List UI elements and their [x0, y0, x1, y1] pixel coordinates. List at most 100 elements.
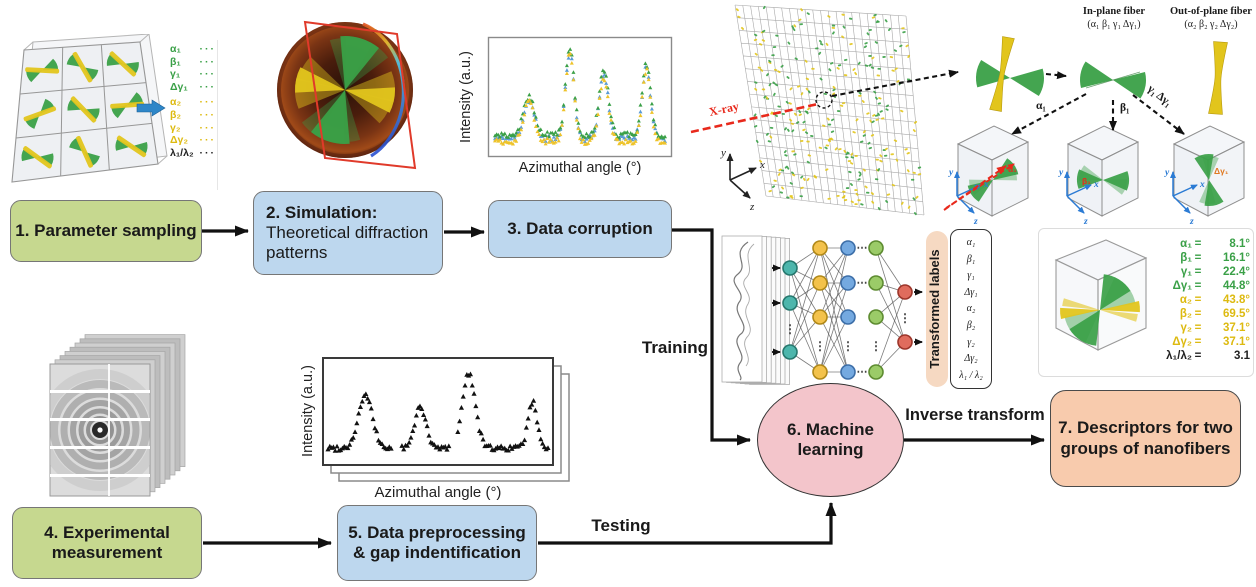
svg-text:z: z — [1083, 217, 1088, 227]
param-label: λ₁/λ₂ — [170, 146, 194, 159]
result-param-value: 8.1° — [1229, 238, 1250, 250]
inverse-transform-label: Inverse transform — [905, 406, 1045, 424]
param-legend-row: Δγ₁ ··· — [170, 81, 216, 94]
outplane-fiber-params: (α₂ β₂ γ₂ Δγ₂) — [1184, 18, 1238, 30]
param-legend-row: γ₁ ··· — [170, 68, 216, 81]
two-fiber-groups-illustration — [975, 36, 1045, 112]
step3-box: 3. Data corruption — [488, 200, 672, 258]
result-param-value: 43.8° — [1223, 294, 1250, 306]
inplane-fiber-illustration — [1079, 61, 1147, 99]
step6-line1: 6. Machine — [787, 419, 874, 439]
transformed-label-item: Δγ₂ — [964, 353, 978, 365]
step6-ellipse: 6. Machine learning — [757, 383, 904, 497]
step2-line2: Theoretical diffraction — [266, 222, 429, 242]
svg-text:⋯: ⋯ — [857, 277, 868, 289]
transformed-label-item: β₂ — [966, 319, 976, 331]
sim-plot-ylabel: Intensity (a.u.) — [458, 51, 474, 143]
result-param-name: γ₁ — [1180, 266, 1192, 278]
exp-plot-xlabel: Azimuthal angle (°) — [374, 484, 502, 501]
experimental-intensity-plot — [322, 357, 570, 482]
step7-line2: groups of nanofibers — [1060, 438, 1231, 458]
param-label: Δγ₁ — [170, 80, 188, 93]
equals-sign: = — [1194, 294, 1202, 306]
result-row: α₂ = 43.8° — [1158, 293, 1250, 307]
svg-text:β₁: β₁ — [1082, 176, 1091, 186]
step4-line1: 4. Experimental — [44, 522, 170, 542]
dots: ··· — [199, 96, 216, 109]
neural-network-diagram: ⋮ ⋮ ⋮ ⋮ ⋮ ⋯ ⋯ ⋯ — [772, 240, 923, 380]
dots: ··· — [199, 108, 216, 121]
result-row: α₁ = 8.1° — [1158, 237, 1250, 251]
step1-box: 1. Parameter sampling — [10, 200, 202, 262]
step5-line2: & gap indentification — [352, 543, 522, 562]
svg-text:x: x — [1199, 180, 1205, 190]
result-param-value: 37.1° — [1223, 336, 1250, 348]
inplane-fiber-title: In-plane fiber — [1082, 6, 1146, 17]
transformed-label-item: γ₂ — [967, 336, 975, 348]
experimental-diffraction-stack — [49, 334, 186, 497]
result-param-name: Δγ₂ — [1172, 336, 1192, 348]
svg-text:y: y — [948, 168, 954, 178]
transformed-label-item: α₁ — [966, 237, 976, 248]
dots: ··· — [199, 43, 216, 55]
alpha1-arrow-label: α₁ — [1036, 100, 1046, 112]
svg-text:z: z — [1189, 217, 1194, 227]
outplane-fiber-title: Out-of-plane fiber — [1170, 6, 1252, 17]
step2-line3: patterns — [266, 243, 328, 263]
transformed-label-item: λ₁ / λ₂ — [959, 369, 983, 381]
transformed-labels-text: Transformed labels — [927, 249, 942, 369]
param-legend-row: γ₂ ··· — [170, 122, 216, 135]
transformed-label-item: β₁ — [966, 253, 976, 265]
beta-rotation-cube: y x z β₁ — [1058, 125, 1140, 227]
dots: ··· — [199, 146, 216, 159]
step1-label: 1. Parameter sampling — [15, 220, 197, 240]
transformed-labels-pill: Transformed labels — [926, 231, 948, 387]
param-legend-row: λ₁/λ₂ ··· — [170, 147, 216, 160]
svg-text:⋮: ⋮ — [870, 339, 882, 353]
result-param-name: α₁ — [1180, 238, 1192, 250]
svg-text:⋯: ⋯ — [857, 366, 868, 378]
param-label: Δγ₂ — [170, 134, 189, 147]
svg-text:y: y — [1058, 168, 1064, 178]
result-param-name: β₁ — [1180, 252, 1192, 264]
param-legend-row: β₂ ··· — [170, 109, 216, 122]
dots: ··· — [199, 68, 216, 81]
sim-plot-xlabel: Azimuthal angle (°) — [518, 160, 642, 176]
svg-text:α₁: α₁ — [1008, 164, 1017, 174]
inset-divider — [217, 40, 218, 190]
svg-text:Δγ₁: Δγ₁ — [1214, 166, 1229, 176]
svg-text:y: y — [720, 147, 726, 159]
svg-text:y: y — [1164, 168, 1170, 178]
result-row: β₂ = 69.5° — [1158, 307, 1250, 321]
result-cube-illustration — [1054, 239, 1148, 351]
result-row: γ₁ = 22.4° — [1158, 265, 1250, 279]
equals-sign: = — [1194, 336, 1202, 348]
dots: ··· — [199, 55, 216, 68]
equals-sign: = — [1194, 322, 1202, 334]
equals-sign: = — [1194, 266, 1202, 278]
svg-text:z: z — [973, 217, 978, 227]
result-param-name: Δγ₁ — [1172, 280, 1192, 292]
beta1-arrow-label: β₁ — [1120, 102, 1130, 114]
equals-sign: = — [1194, 252, 1202, 264]
xray-grid-scene: X-ray y x z — [708, 4, 925, 216]
step5-box: 5. Data preprocessing & gap indentificat… — [337, 505, 537, 581]
exp-plot-ylabel: Intensity (a.u.) — [300, 365, 316, 457]
step2-box: 2. Simulation: Theoretical diffraction p… — [253, 191, 443, 275]
svg-text:⋮: ⋮ — [814, 339, 826, 353]
step5-line1: 5. Data preprocessing — [348, 522, 526, 542]
svg-text:z: z — [749, 201, 755, 213]
result-param-name: α₂ — [1179, 294, 1192, 306]
step6-line2: learning — [797, 440, 864, 459]
parameter-legend: α₁ ··· β₁ ··· γ₁ ··· Δγ₁ ··· α₂ ··· β₂ ··· γ₂ ··· Δγ₂ ·… — [170, 43, 216, 159]
transformed-label-item: Δγ₁ — [964, 286, 978, 298]
transformed-label-item: γ₁ — [967, 270, 975, 282]
param-label: γ₁ — [170, 68, 181, 81]
param-label: β₁ — [170, 55, 181, 68]
param-label: α₂ — [170, 96, 182, 109]
param-label: β₂ — [170, 108, 182, 121]
result-row: β₁ = 16.1° — [1158, 251, 1250, 265]
param-label: α₁ — [170, 43, 181, 55]
svg-text:X-ray: X-ray — [708, 99, 740, 119]
result-param-name: λ₁/λ₂ — [1166, 350, 1192, 362]
